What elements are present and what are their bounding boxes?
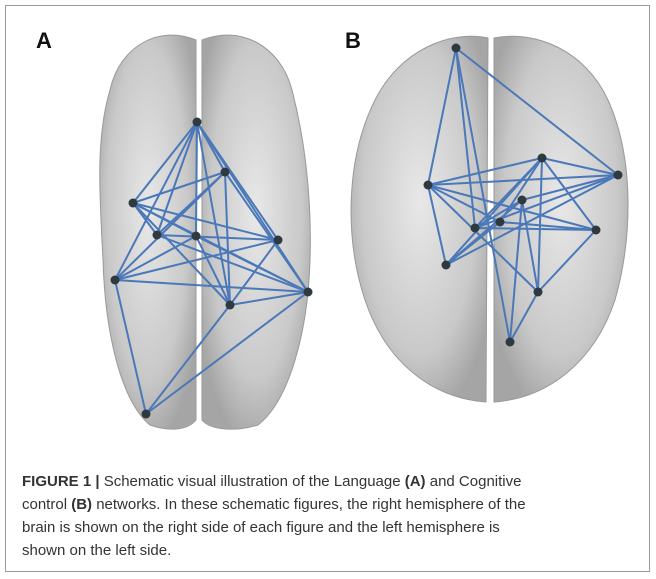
connection	[427, 184, 501, 223]
connection	[427, 184, 447, 266]
node	[273, 235, 283, 245]
connection	[114, 279, 147, 415]
brain-b-left	[350, 35, 489, 403]
connection	[509, 291, 539, 343]
connection	[474, 199, 523, 229]
connection	[427, 184, 539, 293]
node	[303, 287, 313, 297]
connection	[114, 235, 197, 281]
connection	[132, 202, 158, 236]
caption-text: shown on the left side.	[22, 542, 172, 559]
connection	[132, 171, 226, 204]
brains	[99, 34, 629, 430]
connection	[195, 235, 231, 306]
node	[152, 230, 162, 240]
brain-a-right	[201, 34, 311, 430]
connection	[196, 121, 231, 306]
connection	[114, 239, 279, 281]
connection	[195, 235, 309, 293]
node	[533, 287, 543, 297]
connection	[229, 239, 279, 306]
connection	[145, 304, 231, 415]
node	[423, 180, 433, 190]
connection	[132, 202, 279, 241]
connection	[455, 47, 511, 343]
connection	[195, 121, 198, 237]
connection	[499, 157, 543, 223]
connection	[521, 199, 539, 293]
node	[537, 153, 547, 163]
figure-frame	[5, 5, 650, 572]
caption-text: Schematic visual illustration of the Lan…	[99, 473, 405, 490]
connection	[132, 202, 231, 306]
caption-ref: (A)	[404, 473, 426, 490]
caption-ref: (B)	[71, 496, 93, 513]
node	[613, 170, 623, 180]
connection	[196, 121, 279, 241]
node	[470, 223, 480, 233]
connection	[114, 171, 226, 281]
connection	[455, 47, 476, 229]
node	[451, 43, 461, 53]
node	[517, 195, 527, 205]
connection	[145, 291, 309, 415]
connection	[114, 121, 198, 281]
brain-b-right	[493, 35, 629, 403]
panel-label: B	[345, 28, 361, 53]
connection	[156, 234, 279, 241]
node	[220, 167, 230, 177]
node	[110, 275, 120, 285]
connection	[537, 229, 597, 293]
caption-text: brain is shown on the right side of each…	[22, 519, 500, 536]
caption: FIGURE 1 | Schematic visual illustration…	[22, 470, 642, 562]
connection	[427, 157, 543, 186]
connection	[474, 227, 597, 231]
connection	[132, 121, 198, 204]
connection	[455, 47, 619, 176]
node	[441, 260, 451, 270]
connection	[229, 291, 309, 306]
caption-text: and Cognitive	[425, 473, 522, 490]
node	[505, 337, 515, 347]
node	[191, 231, 201, 241]
node	[495, 217, 505, 227]
connection	[445, 199, 523, 266]
connection	[224, 171, 309, 293]
caption-text: networks. In these schematic figures, th…	[92, 496, 526, 513]
panel-label: A	[36, 28, 52, 53]
brain-a-left	[99, 34, 197, 430]
node	[141, 409, 151, 419]
caption-text: control	[22, 496, 72, 513]
connection	[521, 174, 619, 201]
connection	[499, 221, 597, 231]
connection	[509, 199, 523, 343]
connection	[445, 174, 619, 266]
figure-image: A B	[36, 28, 629, 430]
connection	[114, 279, 309, 293]
connection	[156, 121, 198, 236]
connection	[427, 47, 457, 186]
networks	[110, 43, 623, 419]
node	[192, 117, 202, 127]
node	[591, 225, 601, 235]
connection	[541, 157, 619, 176]
node	[128, 198, 138, 208]
connection	[427, 174, 619, 186]
caption-label: FIGURE 1 |	[22, 473, 100, 490]
node	[225, 300, 235, 310]
connection	[445, 157, 543, 266]
